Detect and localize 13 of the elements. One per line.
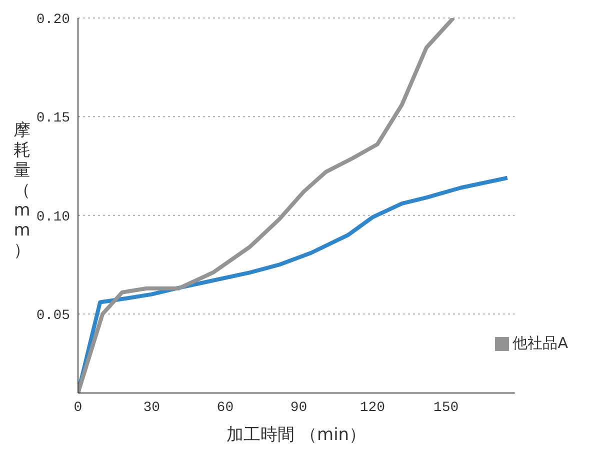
y-tick-label: 0.05	[36, 308, 70, 324]
y-tick-label: 0.20	[36, 12, 70, 28]
legend-label: 他社品A	[512, 334, 568, 352]
x-tick-label: 150	[433, 400, 459, 416]
x-tick-label: 60	[216, 400, 234, 416]
x-tick-label: 30	[143, 400, 160, 416]
y-tick-label: 0.10	[36, 209, 70, 226]
x-axis-title: 加工時間 （min）	[226, 425, 366, 445]
y-tick-label: 0.15	[36, 110, 70, 127]
y-axis-title: 摩耗量（mm）	[14, 120, 30, 260]
x-tick-label: 90	[290, 400, 308, 416]
x-tick-label: 0	[74, 400, 82, 416]
x-tick-label: 120	[360, 400, 386, 416]
